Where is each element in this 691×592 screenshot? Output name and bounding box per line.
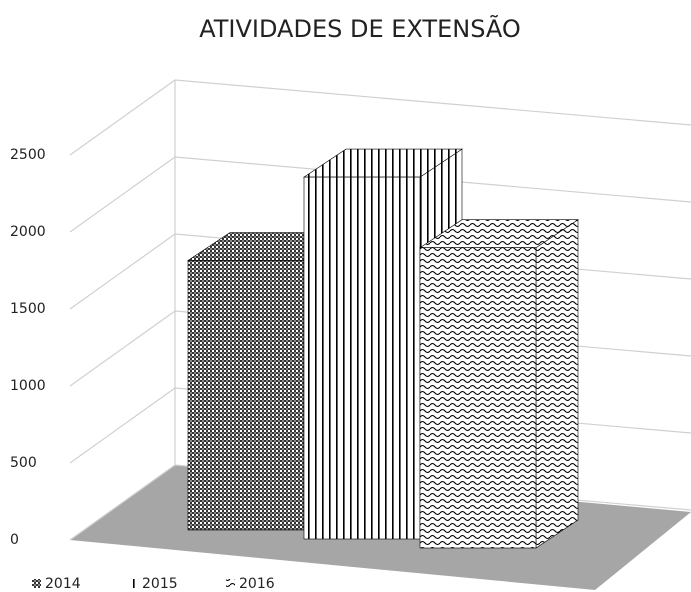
legend-label: 2014 — [45, 576, 81, 592]
bar-front — [419, 247, 537, 549]
bar — [419, 219, 579, 549]
legend-label: 2016 — [239, 576, 275, 592]
bar-side — [535, 219, 579, 549]
y-tick-label: 0 — [10, 532, 19, 548]
y-tick-label: 1000 — [10, 378, 46, 394]
y-tick-label: 2000 — [10, 224, 46, 240]
legend-swatch — [226, 579, 235, 588]
legend-swatch — [32, 579, 41, 588]
bar-front — [187, 260, 305, 531]
y-tick-label: 500 — [10, 455, 37, 471]
grid-line — [69, 79, 691, 156]
chart-title: ATIVIDADES DE EXTENSÃO — [199, 13, 521, 43]
y-tick-label: 2500 — [10, 147, 46, 163]
y-tick-label: 1500 — [10, 301, 46, 317]
bar-front — [303, 176, 421, 540]
legend-swatch — [129, 579, 138, 588]
legend-label: 2015 — [142, 576, 178, 592]
